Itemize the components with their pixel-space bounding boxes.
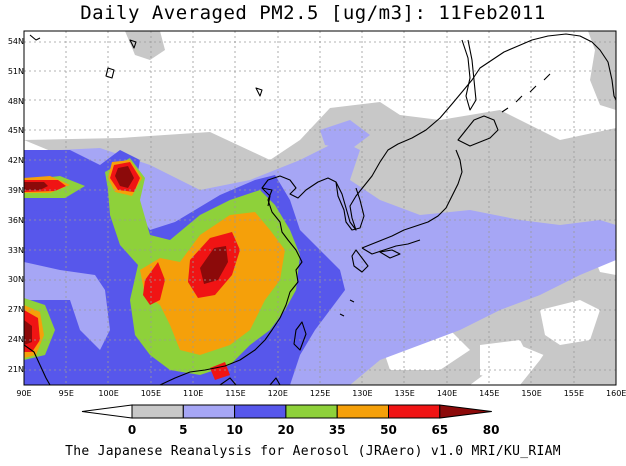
lat-label: 48N xyxy=(7,96,24,106)
lon-label: 100E xyxy=(98,389,119,398)
coastlines xyxy=(24,33,616,385)
lon-label: 90E xyxy=(16,389,32,398)
colorbar-swatch xyxy=(285,404,338,419)
lon-label: 120E xyxy=(267,389,288,398)
lon-label: 95E xyxy=(58,389,74,398)
colorbar-tick-label: 80 xyxy=(482,423,500,437)
lon-label: 150E xyxy=(521,389,542,398)
colorbar-arrow-high xyxy=(439,404,492,419)
colorbar-tick-label: 65 xyxy=(431,423,449,437)
colorbar-tick-label: 50 xyxy=(380,423,397,437)
colorbar-swatch xyxy=(182,404,236,419)
lon-label: 140E xyxy=(436,389,458,398)
lat-label: 21N xyxy=(7,364,24,374)
lon-label: 125E xyxy=(309,389,331,398)
colorbar-tick-label: 10 xyxy=(226,423,243,437)
colorbar-swatch xyxy=(131,404,184,419)
lon-label: 145E xyxy=(479,389,500,398)
lat-label: 33N xyxy=(7,245,24,255)
lat-label: 54N xyxy=(7,37,24,46)
map-frame xyxy=(23,30,617,386)
colorbar-swatch xyxy=(336,404,390,419)
colorbar-swatch xyxy=(388,404,441,419)
lon-label: 135E xyxy=(394,389,415,398)
colorbar-swatch xyxy=(234,404,287,419)
lat-label: 45N xyxy=(7,126,24,136)
colorbar-tick-label: 5 xyxy=(179,423,188,437)
lon-label: 155E xyxy=(563,389,585,398)
lon-label: 130E xyxy=(352,389,373,398)
lon-label: 160E xyxy=(606,389,626,398)
lon-label: 105E xyxy=(140,389,162,398)
colorbar-tick-label: 0 xyxy=(127,423,137,437)
map-title: Daily Averaged PM2.5 [ug/m3]: 11Feb2011 xyxy=(80,2,546,24)
lon-label: 115E xyxy=(225,389,246,398)
footer-credit: The Japanese Reanalysis for Aerosol (JRA… xyxy=(65,444,561,459)
lat-label: 42N xyxy=(7,156,24,166)
lat-label: 24N xyxy=(7,335,24,344)
colorbar-arrow-low xyxy=(81,404,133,419)
pm25-region-80-plus xyxy=(24,166,228,345)
lat-label: 27N xyxy=(7,305,24,315)
lat-label: 36N xyxy=(7,215,24,225)
lat-label: 51N xyxy=(7,66,24,76)
colorbar-tick-label: 20 xyxy=(277,423,295,437)
lat-label: 30N xyxy=(7,275,24,285)
lat-label: 39N xyxy=(7,186,24,195)
colorbar-tick-label: 35 xyxy=(328,423,346,437)
lon-label: 110E xyxy=(183,389,204,398)
